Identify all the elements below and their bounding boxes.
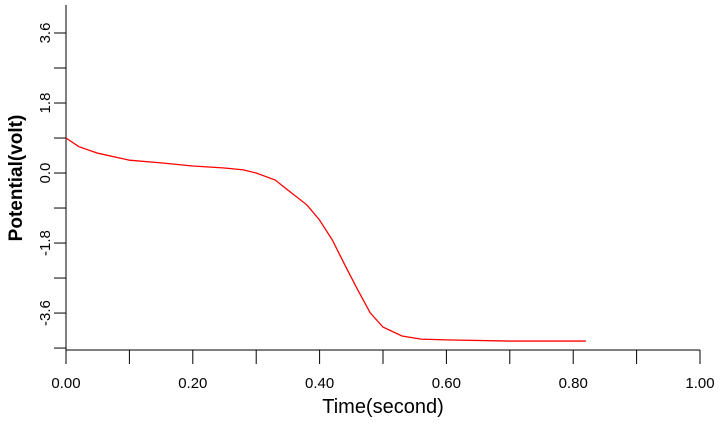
y-tick-label: -3.6 — [37, 300, 54, 326]
x-tick-label: 0.60 — [432, 375, 461, 392]
y-axis-title: Potential(volt) — [6, 115, 27, 242]
x-tick-label: 0.40 — [305, 375, 334, 392]
y-tick-label: -1.8 — [37, 230, 54, 256]
y-tick-label: 0.0 — [37, 163, 54, 184]
x-tick-label: 1.00 — [685, 375, 714, 392]
x-tick-label: 0.00 — [51, 375, 80, 392]
data-line — [65, 137, 586, 342]
y-tick-label: 3.6 — [37, 23, 54, 44]
x-axis-title: Time(second) — [322, 396, 444, 418]
x-tick-label: 0.80 — [559, 375, 588, 392]
x-tick-label: 0.20 — [178, 375, 207, 392]
y-tick-label: 1.8 — [37, 93, 54, 114]
